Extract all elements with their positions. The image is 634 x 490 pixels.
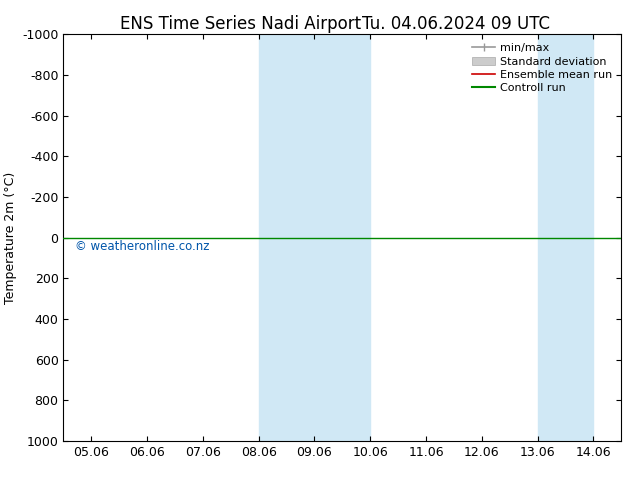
Bar xyxy=(259,34,370,441)
Text: ENS Time Series Nadi Airport: ENS Time Series Nadi Airport xyxy=(120,15,361,33)
Text: Tu. 04.06.2024 09 UTC: Tu. 04.06.2024 09 UTC xyxy=(363,15,550,33)
Legend: min/max, Standard deviation, Ensemble mean run, Controll run: min/max, Standard deviation, Ensemble me… xyxy=(469,40,616,97)
Y-axis label: Temperature 2m (°C): Temperature 2m (°C) xyxy=(4,172,16,304)
Bar xyxy=(538,34,593,441)
Text: © weatheronline.co.nz: © weatheronline.co.nz xyxy=(75,240,209,253)
